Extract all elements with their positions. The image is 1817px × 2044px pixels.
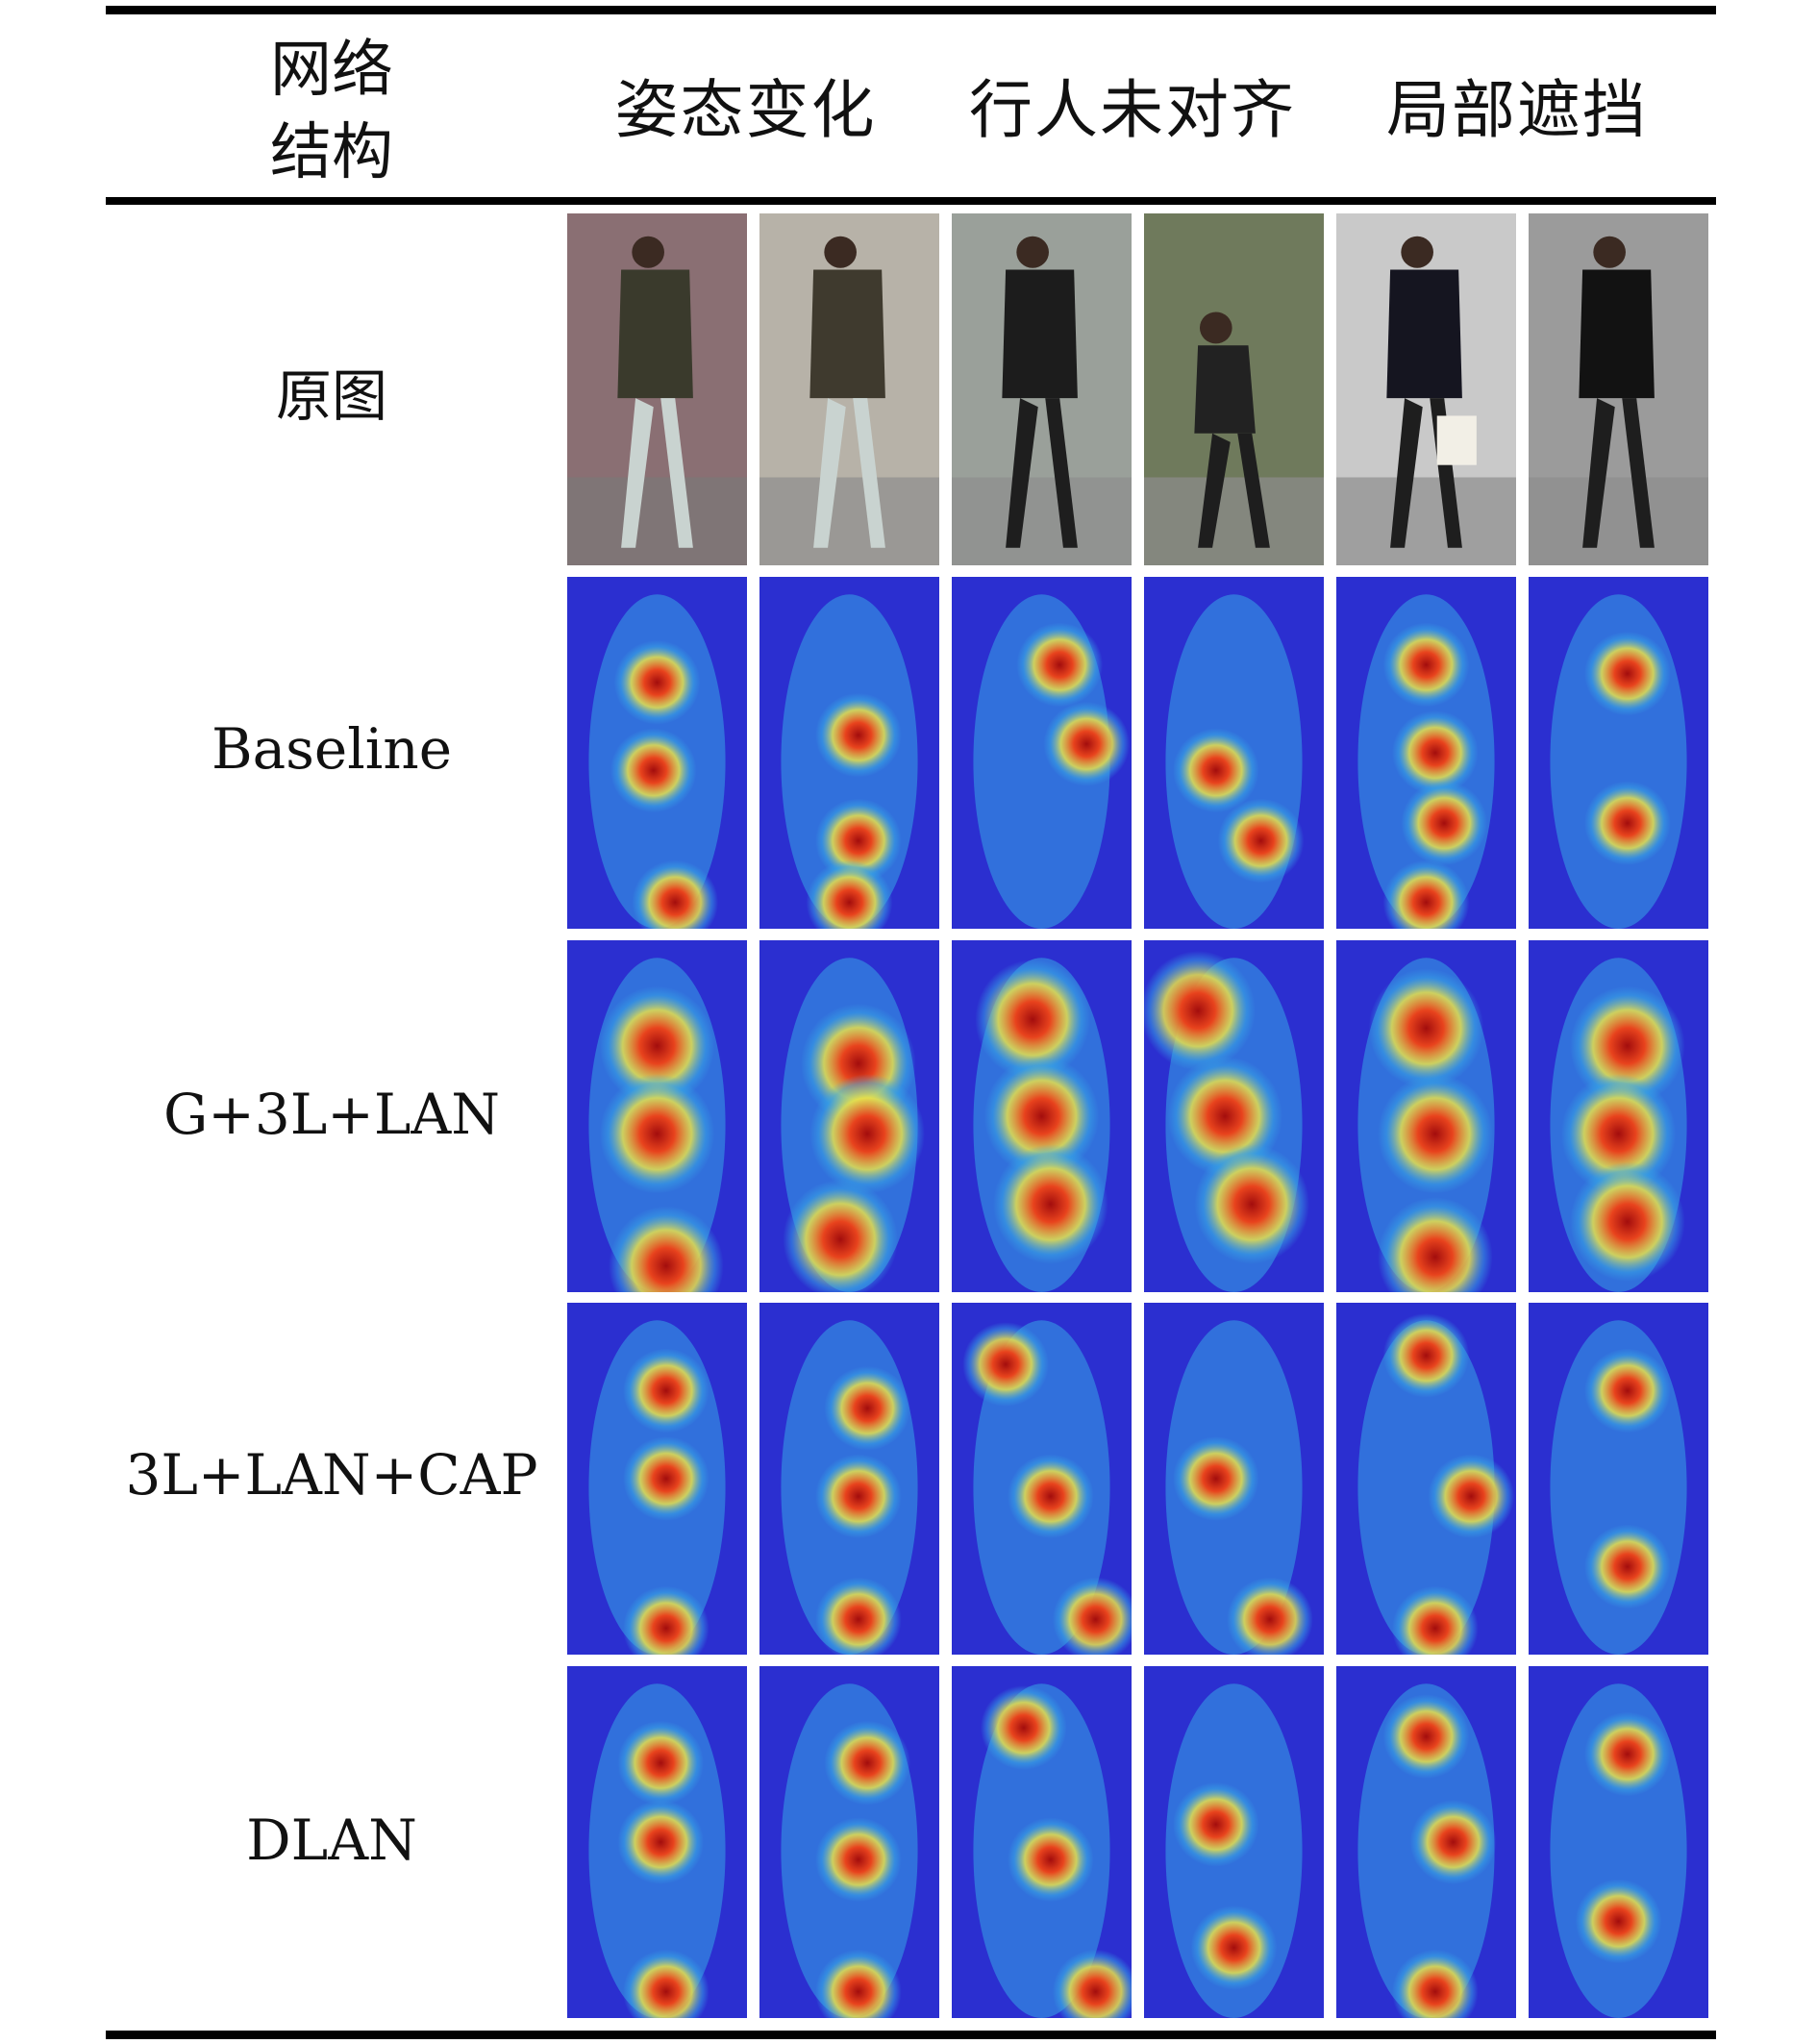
attention-heatmap bbox=[1529, 577, 1708, 929]
attention-heatmap bbox=[1144, 577, 1324, 929]
bottom-rule bbox=[106, 2031, 1716, 2039]
grid-cell-r3-c3 bbox=[1144, 1303, 1324, 1655]
header-rule bbox=[106, 197, 1716, 205]
header-col0-line1: 网络 bbox=[270, 35, 393, 106]
attention-heatmap bbox=[952, 577, 1132, 929]
grid-cell-r0-c2 bbox=[952, 213, 1132, 565]
grid-cell-r3-c1 bbox=[759, 1303, 939, 1655]
attention-heatmap bbox=[567, 1666, 747, 2018]
grid-cell-r0-c1 bbox=[759, 213, 939, 565]
grid-cell-r2-c1 bbox=[759, 940, 939, 1292]
original-photo bbox=[759, 213, 939, 565]
attention-heatmap bbox=[759, 1666, 939, 2018]
grid-cell-r1-c1 bbox=[759, 577, 939, 929]
attention-heatmap bbox=[1144, 1666, 1324, 2018]
original-photo bbox=[567, 213, 747, 565]
row-label-g3llan: G+3L+LAN bbox=[162, 1082, 501, 1147]
grid-cell-r2-c4 bbox=[1336, 940, 1516, 1292]
row-label-baseline: Baseline bbox=[211, 716, 453, 782]
grid-cell-r2-c2 bbox=[952, 940, 1132, 1292]
grid-cell-r2-c0 bbox=[567, 940, 747, 1292]
grid-cell-r1-c2 bbox=[952, 577, 1132, 929]
original-photo bbox=[1529, 213, 1708, 565]
attention-heatmap bbox=[759, 940, 939, 1292]
grid-cell-r4-c0 bbox=[567, 1666, 747, 2018]
attention-heatmap bbox=[1336, 940, 1516, 1292]
grid-cell-r2-c3 bbox=[1144, 940, 1324, 1292]
grid-cell-r4-c1 bbox=[759, 1666, 939, 2018]
grid-cell-r0-c5 bbox=[1529, 213, 1708, 565]
attention-heatmap bbox=[759, 1303, 939, 1655]
grid-cell-r0-c3 bbox=[1144, 213, 1324, 565]
attention-heatmap bbox=[759, 577, 939, 929]
original-photo bbox=[952, 213, 1132, 565]
attention-heatmap bbox=[1529, 1666, 1708, 2018]
attention-heatmap bbox=[1336, 577, 1516, 929]
grid-cell-r3-c2 bbox=[952, 1303, 1132, 1655]
header-col0-line2: 结构 bbox=[270, 117, 393, 188]
attention-heatmap bbox=[1336, 1666, 1516, 2018]
grid-cell-r3-c0 bbox=[567, 1303, 747, 1655]
grid-cell-r2-c5 bbox=[1529, 940, 1708, 1292]
grid-cell-r4-c5 bbox=[1529, 1666, 1708, 2018]
attention-heatmap bbox=[1144, 940, 1324, 1292]
attention-heatmap bbox=[567, 1303, 747, 1655]
grid-cell-r4-c4 bbox=[1336, 1666, 1516, 2018]
attention-heatmap bbox=[1529, 940, 1708, 1292]
attention-heatmap bbox=[567, 577, 747, 929]
top-rule bbox=[106, 6, 1716, 14]
attention-heatmap bbox=[567, 940, 747, 1292]
grid-cell-r0-c0 bbox=[567, 213, 747, 565]
attention-heatmap bbox=[952, 940, 1132, 1292]
grid-cell-r3-c4 bbox=[1336, 1303, 1516, 1655]
row-label-3llancap: 3L+LAN+CAP bbox=[125, 1442, 538, 1508]
header-network-structure: 网络 结构 bbox=[216, 29, 447, 194]
header-misalignment: 行人未对齐 bbox=[969, 73, 1296, 147]
grid-cell-r1-c0 bbox=[567, 577, 747, 929]
header-pose-variation: 姿态变化 bbox=[614, 73, 877, 147]
header-occlusion: 局部遮挡 bbox=[1386, 73, 1648, 147]
grid-cell-r0-c4 bbox=[1336, 213, 1516, 565]
grid-cell-r4-c3 bbox=[1144, 1666, 1324, 2018]
attention-heatmap bbox=[1144, 1303, 1324, 1655]
attention-heatmap bbox=[952, 1666, 1132, 2018]
original-photo bbox=[1144, 213, 1324, 565]
attention-heatmap bbox=[1529, 1303, 1708, 1655]
attention-heatmap bbox=[1336, 1303, 1516, 1655]
row-label-original: 原图 bbox=[275, 363, 387, 429]
attention-heatmap bbox=[952, 1303, 1132, 1655]
row-label-dlan: DLAN bbox=[246, 1807, 417, 1873]
grid-cell-r3-c5 bbox=[1529, 1303, 1708, 1655]
grid-cell-r1-c5 bbox=[1529, 577, 1708, 929]
grid-cell-r1-c4 bbox=[1336, 577, 1516, 929]
original-photo bbox=[1336, 213, 1516, 565]
grid-cell-r1-c3 bbox=[1144, 577, 1324, 929]
grid-cell-r4-c2 bbox=[952, 1666, 1132, 2018]
